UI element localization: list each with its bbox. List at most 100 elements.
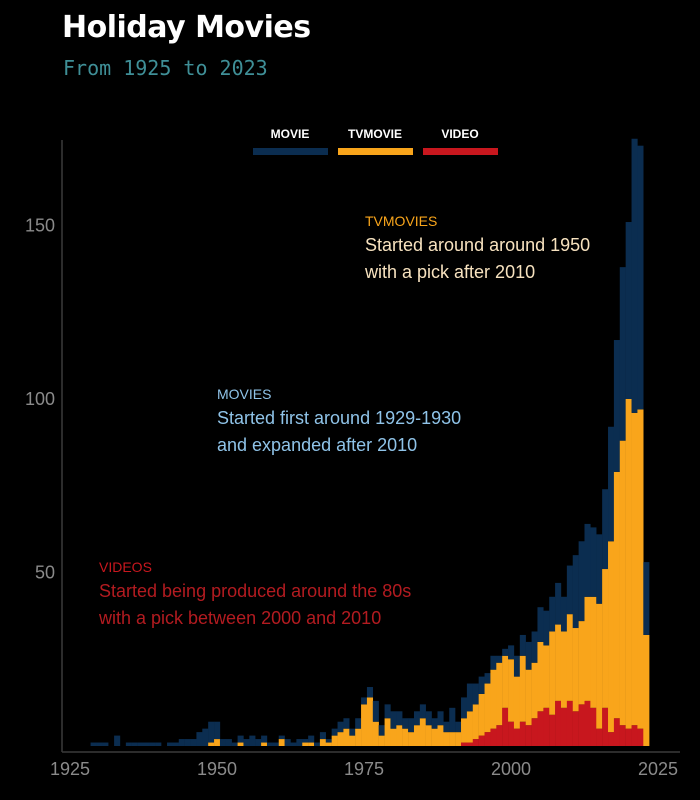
bar-video-2019 [619,725,626,746]
bar-tvmovie-2019 [619,440,626,726]
bar-tvmovie-1990 [449,732,456,746]
y-ticks: 50 100 150 [25,216,55,583]
annotation-tvmovies: TVMOVIES Started around around 1950 with… [364,213,590,282]
annotation-tvmovies-line1: Started around around 1950 [365,235,590,255]
bar-tvmovie-1979 [384,718,391,746]
bar-movie-1942 [167,742,174,746]
bar-movie-1992 [461,697,468,719]
bar-video-2011 [572,711,579,746]
bar-tvmovie-2003 [525,669,532,726]
bar-movie-1979 [384,704,391,719]
bar-tvmovie-2012 [578,621,585,705]
bar-video-2010 [566,700,573,746]
bar-movie-1956 [249,735,256,746]
bar-movie-2020 [625,222,632,399]
bar-tvmovie-2016 [602,569,609,708]
bar-tvmovie-2000 [508,659,515,722]
bar-video-2003 [525,725,532,746]
annotation-videos: VIDEOS Started being produced around the… [98,559,411,628]
x-tick-label-2000: 2000 [491,759,531,779]
bar-movie-2016 [602,489,609,570]
bar-video-2020 [625,728,632,746]
bar-movie-2017 [608,426,615,542]
bar-tvmovie-1996 [484,683,491,733]
bar-tvmovie-2011 [572,628,579,712]
bar-tvmovie-2007 [549,631,556,715]
bar-movie-2002 [519,634,526,656]
bar-movie-1983 [408,718,415,733]
bar-tvmovie-1988 [437,725,444,746]
bar-video-2009 [560,707,568,746]
bar-movie-1971 [337,721,344,733]
bar-movie-1984 [413,711,421,726]
bar-movie-1936 [131,742,138,746]
bar-video-1997 [490,728,497,746]
bar-tvmovie-1983 [408,732,415,746]
bar-tvmovie-2002 [519,655,526,722]
bar-tvmovie-2010 [566,614,573,701]
bar-tvmovie-2005 [537,641,544,712]
bar-movie-1975 [361,697,368,705]
bar-movie-1965 [302,739,309,743]
bar-movie-1976 [366,687,374,698]
bar-tvmovie-2020 [625,399,632,729]
bar-tvmovie-1994 [472,704,479,740]
chart-title: Holiday Movies [62,10,311,45]
annotation-videos-line2: with a pick between 2000 and 2010 [98,608,381,628]
bar-video-2000 [508,721,515,746]
bar-movie-1929 [90,742,97,746]
bar-tvmovie-1981 [396,725,403,746]
legend-label-movie: MOVIE [271,127,310,141]
bar-movie-1959 [266,742,274,746]
bar-movie-1938 [143,742,150,746]
legend-swatch-movie [253,148,328,155]
bar-tvmovie-1950 [214,739,221,746]
y-tick-label-100: 100 [25,389,55,409]
bar-video-2001 [513,728,521,746]
bar-video-1996 [484,732,491,746]
bar-movie-2015 [596,534,603,604]
bar-movie-1957 [255,739,262,746]
legend-item-movie: MOVIE [253,127,328,155]
bar-tvmovie-2009 [560,631,568,708]
bars-group [90,138,650,746]
bar-movie-1993 [466,683,473,712]
bar-tvmovie-1970 [331,735,338,746]
bar-tvmovie-1998 [496,662,503,726]
bar-video-2012 [578,704,585,746]
bar-movie-2000 [508,645,515,660]
bar-movie-2001 [513,655,521,677]
bar-video-1995 [478,735,485,746]
annotation-movies-line1: Started first around 1929-1930 [217,408,461,428]
bar-movie-1963 [290,742,297,746]
bar-movie-1990 [449,707,456,733]
bar-tvmovie-1969 [325,742,332,746]
bar-video-2005 [537,711,544,746]
bar-movie-1998 [496,655,503,663]
bar-movie-1945 [184,739,191,746]
bar-tvmovie-1974 [355,728,362,746]
bar-tvmovie-1997 [490,669,497,729]
bar-movie-2014 [590,527,597,597]
bar-tvmovie-1984 [413,725,421,746]
bar-tvmovie-1999 [502,655,509,708]
bar-movie-1944 [178,739,185,746]
bar-video-1993 [466,742,473,746]
bar-movie-1999 [502,648,509,656]
bar-tvmovie-2023 [643,634,650,746]
bar-tvmovie-1973 [349,735,356,746]
bar-movie-1954 [237,735,244,743]
annotation-videos-head: VIDEOS [99,559,152,575]
x-ticks: 1925 1950 1975 2000 2025 [50,759,678,779]
legend-item-video: VIDEO [423,127,498,155]
bar-tvmovie-1987 [431,728,438,746]
bar-movie-1991 [455,721,462,733]
bar-movie-1987 [431,718,438,729]
bar-movie-1981 [396,711,403,726]
bar-movie-1969 [325,739,332,743]
bar-movie-1953 [231,742,238,746]
bar-movie-2021 [631,138,638,413]
bar-video-1992 [461,742,468,746]
bar-tvmovie-1975 [361,704,368,746]
bar-tvmovie-2021 [631,412,638,726]
